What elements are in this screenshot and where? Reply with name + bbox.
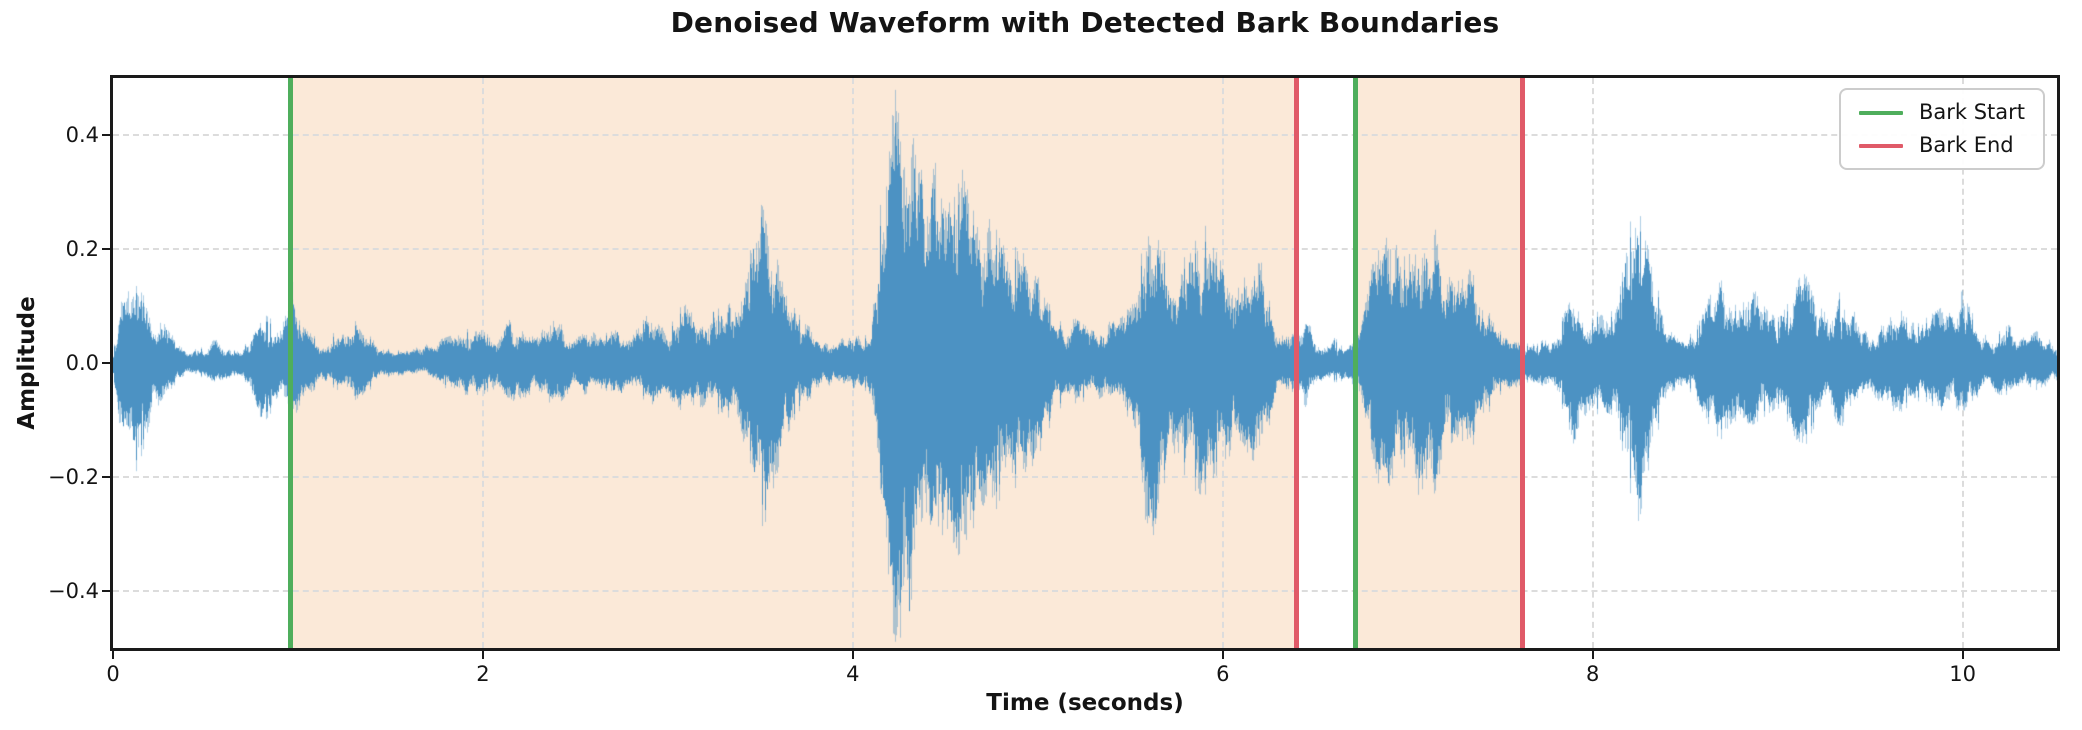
x-tick-mark [1221, 651, 1224, 659]
x-tick-label: 2 [476, 662, 490, 686]
x-tick-label: 10 [1949, 662, 1977, 686]
y-tick-label: −0.4 [48, 579, 99, 603]
legend-line-bark-end [1858, 143, 1903, 148]
plot-area: Bark Start Bark End [110, 75, 2060, 651]
legend-item-bark-end: Bark End [1858, 133, 2025, 157]
legend: Bark Start Bark End [1838, 88, 2045, 170]
chart-title: Denoised Waveform with Detected Bark Bou… [670, 6, 1500, 39]
x-tick-mark [481, 651, 484, 659]
bark-end-line [1294, 78, 1300, 648]
y-tick-mark [102, 248, 110, 250]
bark-end-line [1519, 78, 1525, 648]
legend-label-bark-end: Bark End [1918, 133, 2014, 157]
y-tick-mark [102, 590, 110, 592]
bark-start-line [288, 78, 294, 648]
x-tick-label: 0 [106, 662, 120, 686]
waveform-canvas [113, 78, 2057, 648]
legend-label-bark-start: Bark Start [1918, 100, 2025, 124]
y-tick-mark [102, 134, 110, 136]
legend-item-bark-start: Bark Start [1858, 100, 2025, 124]
legend-line-bark-start [1858, 110, 1903, 115]
x-tick-mark [851, 651, 854, 659]
y-tick-mark [102, 362, 110, 364]
y-tick-mark [102, 476, 110, 478]
x-axis-label: Time (seconds) [986, 690, 1184, 716]
y-tick-label: 0.4 [65, 123, 99, 147]
x-tick-mark [1961, 651, 1964, 659]
y-tick-label: 0.0 [65, 351, 99, 375]
x-tick-mark [1591, 651, 1594, 659]
x-tick-label: 6 [1216, 662, 1230, 686]
x-tick-mark [112, 651, 114, 659]
bark-start-line [1353, 78, 1359, 648]
y-tick-label: −0.2 [48, 465, 99, 489]
x-tick-label: 8 [1586, 662, 1600, 686]
y-tick-label: 0.2 [65, 237, 99, 261]
x-tick-label: 4 [846, 662, 860, 686]
